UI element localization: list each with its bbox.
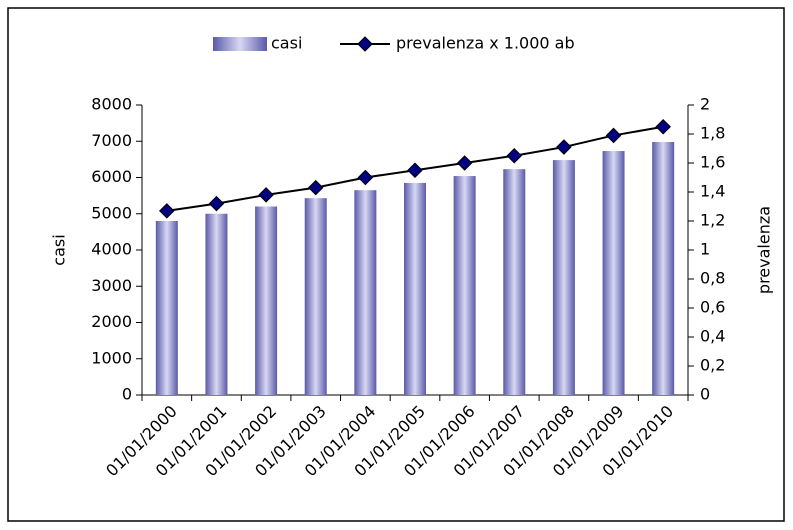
y2-tick-label: 0,4: [700, 327, 725, 346]
y-tick-label: 5000: [91, 203, 132, 222]
bar: [155, 221, 178, 395]
marker: [506, 147, 523, 164]
y2-tick-label: 0,8: [700, 269, 725, 288]
y-tick-label: 2000: [91, 312, 132, 331]
y2-tick-label: 1,6: [700, 153, 725, 172]
legend-marker: [357, 36, 373, 52]
y-axis-title: casi: [50, 234, 69, 265]
legend-label: casi: [271, 34, 302, 53]
y2-tick-label: 0,6: [700, 298, 725, 317]
y-tick-label: 8000: [91, 95, 132, 114]
bar: [602, 151, 625, 395]
marker: [456, 155, 473, 171]
bar: [205, 213, 228, 395]
y2-tick-label: 1: [700, 240, 710, 259]
marker: [159, 203, 175, 219]
bar: [453, 176, 476, 395]
legend-label: prevalenza x 1.000 ab: [396, 34, 575, 53]
y-tick-label: 4000: [91, 240, 132, 259]
y2-tick-label: 2: [700, 95, 710, 114]
y-tick-label: 1000: [91, 348, 132, 367]
bar: [404, 182, 426, 395]
y2-tick-label: 0: [700, 385, 710, 404]
marker: [208, 195, 225, 212]
marker: [258, 187, 274, 203]
y-tick-label: 7000: [91, 131, 132, 150]
y2-tick-label: 1,2: [700, 211, 725, 230]
y2-axis-title: prevalenza: [755, 206, 774, 294]
marker: [407, 162, 423, 179]
marker: [655, 118, 671, 135]
marker: [605, 127, 622, 144]
marker: [357, 169, 374, 186]
y-tick-label: 0: [122, 385, 132, 404]
bar: [354, 190, 377, 395]
legend-swatch: [213, 37, 267, 51]
bar: [304, 198, 327, 395]
y-tick-label: 3000: [91, 276, 132, 295]
y2-tick-label: 1,4: [700, 182, 725, 201]
bar: [652, 141, 675, 395]
y-tick-label: 6000: [91, 167, 132, 186]
y2-tick-label: 0,2: [700, 356, 725, 375]
marker: [307, 179, 324, 196]
bar: [503, 169, 526, 395]
marker: [556, 139, 572, 155]
bar: [552, 160, 575, 395]
bar: [255, 206, 278, 395]
y2-tick-label: 1,8: [700, 124, 725, 143]
